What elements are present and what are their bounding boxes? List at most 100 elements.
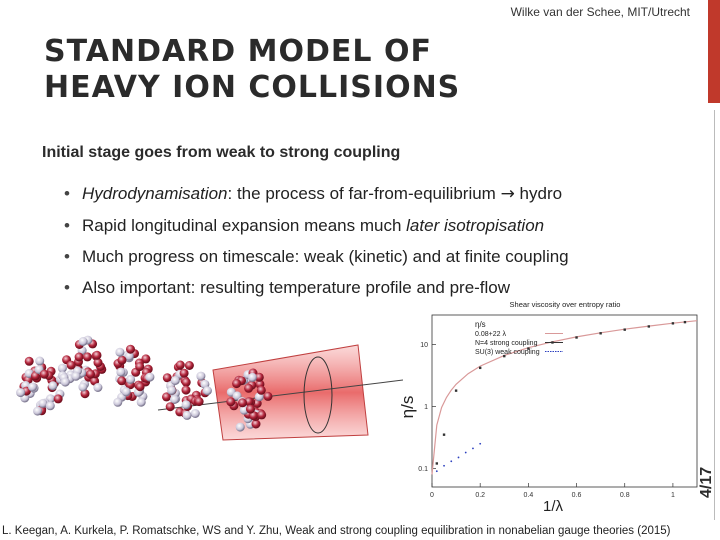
n4-point xyxy=(442,433,446,436)
nucleon xyxy=(71,371,81,381)
slide-title: STANDARD MODEL OF HEAVY ION COLLISIONS xyxy=(44,34,460,106)
x-tick-label: 1 xyxy=(671,492,675,499)
nucleon xyxy=(181,385,191,395)
nucleon xyxy=(45,401,55,411)
nucleon xyxy=(38,398,48,408)
nucleon xyxy=(247,372,257,382)
su3-point xyxy=(464,451,467,454)
su3-point xyxy=(435,470,438,473)
slide-subtitle: Initial stage goes from weak to strong c… xyxy=(42,144,401,161)
bullet-tail: hydro xyxy=(514,184,563,203)
nucleon xyxy=(181,377,191,387)
nucleon xyxy=(48,381,58,391)
nucleon xyxy=(82,352,92,362)
nucleus-2 xyxy=(57,335,107,399)
x-tick-label: 0.8 xyxy=(620,492,630,499)
bullet-item: Also important: resulting temperature pr… xyxy=(62,272,702,303)
chart-title: Shear viscosity over entropy ratio xyxy=(510,300,621,309)
bullet-text: : the process of far-from-equilibrium xyxy=(227,184,501,203)
su3-point xyxy=(443,464,445,467)
nucleon xyxy=(121,387,131,397)
nucleon xyxy=(254,372,264,382)
page-number: 4/17 xyxy=(698,458,718,518)
author-credit: Wilke van der Schee, MIT/Utrecht xyxy=(510,5,690,19)
nucleon xyxy=(86,369,95,379)
bullet-list: Hydrodynamisation: the process of far-fr… xyxy=(62,178,702,303)
chart-legend: η/s 0.08+22 λ N=4 strong coupling SU(3) wea… xyxy=(475,320,563,356)
citation: L. Keegan, A. Kurkela, P. Romatschke, WS… xyxy=(2,525,671,537)
bullet-text: Rapid longitudinal expansion means much xyxy=(82,216,407,235)
nucleon xyxy=(167,385,177,395)
nucleon xyxy=(135,362,145,372)
page-number-text: 4/17 xyxy=(698,466,715,498)
series-line-fit xyxy=(431,320,698,475)
n4-point xyxy=(503,354,506,358)
nucleon xyxy=(181,400,191,410)
legend-label: SU(3) weak coupling xyxy=(475,349,540,356)
accent-strip xyxy=(708,0,720,103)
nucleon xyxy=(78,382,88,392)
bullet-item: Rapid longitudinal expansion means much … xyxy=(62,210,702,241)
nucleon xyxy=(16,388,26,398)
nucleus-1 xyxy=(16,356,65,416)
nucleon xyxy=(251,419,261,429)
nucleon xyxy=(78,337,88,346)
su3-point xyxy=(457,456,460,459)
y-tick-label: 0.1 xyxy=(418,466,428,473)
nucleon xyxy=(115,347,125,357)
nucleon xyxy=(190,409,200,418)
su3-point xyxy=(479,442,482,445)
y-tick-label: 10 xyxy=(420,342,428,349)
nucleon xyxy=(126,374,136,384)
tube-ring xyxy=(303,356,333,434)
n4-point xyxy=(435,462,439,465)
nucleon xyxy=(256,385,266,395)
legend-label: η/s xyxy=(475,320,486,329)
nucleon xyxy=(117,355,127,365)
nucleon xyxy=(257,410,267,420)
nucleon xyxy=(117,376,127,386)
nucleon xyxy=(126,344,135,354)
nucleon xyxy=(232,379,242,389)
nucleon xyxy=(196,371,206,381)
nucleon xyxy=(165,402,175,412)
nucleon xyxy=(113,397,123,407)
bullet-italic: Hydrodynamisation xyxy=(82,184,228,203)
bullet-item: Much progress on timescale: weak (kineti… xyxy=(62,241,702,272)
nucleon xyxy=(244,383,254,393)
x-tick-label: 0.2 xyxy=(475,492,485,499)
title-line-1: STANDARD MODEL OF xyxy=(44,34,432,69)
nucleon xyxy=(135,382,145,392)
nucleon xyxy=(202,386,212,396)
nucleon xyxy=(184,361,194,370)
nucleon xyxy=(162,373,172,383)
bullet-text: Much progress on timescale: weak (kineti… xyxy=(82,247,569,266)
nucleon xyxy=(162,392,171,402)
nucleon xyxy=(182,410,192,420)
nucleon xyxy=(170,376,180,385)
legend-label: 0.08+22 λ xyxy=(475,331,506,338)
nucleon xyxy=(235,422,245,432)
nucleon xyxy=(60,377,70,387)
n4-point xyxy=(683,320,687,324)
n4-point xyxy=(575,336,578,339)
bullet-italic: later isotropisation xyxy=(406,216,545,235)
nucleon xyxy=(28,382,37,392)
n4-point xyxy=(454,389,458,392)
nucleon xyxy=(24,356,34,366)
nucleon xyxy=(194,397,204,407)
n4-point xyxy=(647,325,651,328)
nucleon xyxy=(93,358,103,368)
nucleon xyxy=(238,398,247,408)
title-line-2: HEAVY ION COLLISIONS xyxy=(44,70,461,105)
nucleon xyxy=(39,369,49,379)
n4-point xyxy=(527,347,530,350)
y-tick-label: 1 xyxy=(424,404,428,411)
nucleon xyxy=(141,354,151,364)
bullet-text: Also important: resulting temperature pr… xyxy=(82,278,511,297)
nucleus-3 xyxy=(113,344,155,407)
x-axis-label: 1/λ xyxy=(543,498,564,515)
collision-illustration xyxy=(16,335,403,441)
nucleus-5 xyxy=(226,368,273,432)
